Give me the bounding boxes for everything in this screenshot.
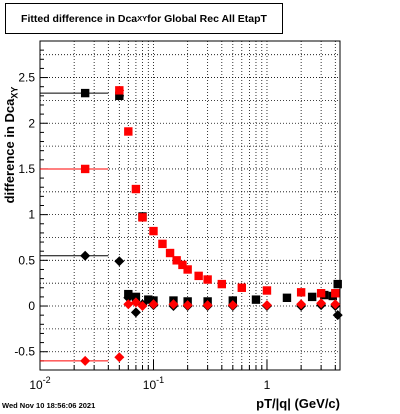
data-point-diamond <box>168 299 179 310</box>
data-point-square <box>149 226 158 236</box>
y-axis-label: difference in DcaXY <box>2 30 20 260</box>
data-point-diamond <box>261 300 272 311</box>
data-point-square <box>203 275 212 284</box>
data-point-square <box>131 184 141 194</box>
data-point-diamond <box>130 307 141 318</box>
data-point-square <box>251 295 261 304</box>
data-point-square <box>316 289 326 298</box>
y-tick-label: 1.5 <box>18 162 35 176</box>
data-point-square <box>183 265 192 274</box>
data-point-square <box>115 91 124 101</box>
y-tick-label: -0.5 <box>14 345 35 359</box>
y-tick-label: 0.5 <box>18 253 35 267</box>
chart-title: Fitted difference in Dca XY for Global Re… <box>5 3 283 34</box>
data-point-square <box>296 288 306 297</box>
data-point-square <box>217 279 227 289</box>
y-tick-label: 0 <box>28 299 35 313</box>
x-tick-label: 10-1 <box>143 375 164 392</box>
data-point-square <box>333 279 342 289</box>
data-point-diamond <box>114 256 125 267</box>
data-point-diamond <box>114 352 125 363</box>
data-point-diamond <box>130 297 141 308</box>
data-point-square <box>331 289 340 298</box>
title-subscript: XY <box>137 14 148 23</box>
data-point-diamond <box>316 298 327 309</box>
data-point-square <box>80 164 90 174</box>
y-axis-label-subscript: XY <box>9 86 20 99</box>
data-point-square <box>178 260 187 270</box>
data-point-square <box>138 213 147 222</box>
y-axis-label-main: difference in Dca <box>2 98 17 204</box>
y-tick-label: 2 <box>28 116 35 130</box>
data-point-square <box>131 292 141 302</box>
title-suffix: for Global Rec All EtapT <box>147 12 267 25</box>
data-point-square <box>282 293 292 303</box>
data-point-square <box>262 286 272 295</box>
data-point-square <box>237 283 246 292</box>
y-tick-label: 2.5 <box>18 71 35 85</box>
data-point-square <box>115 86 124 95</box>
data-point-diamond <box>296 299 307 310</box>
data-point-diamond <box>182 300 193 311</box>
x-tick-label: 1 <box>264 378 271 392</box>
x-tick-label: 10-2 <box>29 375 50 392</box>
data-point-diamond <box>148 299 159 310</box>
data-point-square <box>194 271 203 281</box>
data-point-square <box>172 256 181 265</box>
data-point-diamond <box>137 301 148 312</box>
data-point-square <box>80 88 90 98</box>
data-point-diamond <box>123 292 134 303</box>
y-tick-label: 1 <box>28 208 35 222</box>
data-point-square <box>144 295 153 304</box>
data-point-square <box>158 239 167 249</box>
data-point-diamond <box>80 355 91 366</box>
data-point-diamond <box>202 300 213 311</box>
timestamp: Wed Nov 10 18:56:06 2021 <box>2 401 96 410</box>
data-point-square <box>124 127 133 136</box>
data-point-square <box>307 292 317 302</box>
title-main: Fitted difference in Dca <box>21 12 138 25</box>
x-axis-label: pT/|q| (GeV/c) <box>256 396 340 411</box>
data-point-diamond <box>123 299 134 310</box>
data-point-diamond <box>332 310 343 321</box>
data-point-diamond <box>330 299 341 310</box>
data-point-diamond <box>227 300 238 311</box>
data-point-diamond <box>80 250 91 261</box>
data-point-square <box>165 248 175 258</box>
